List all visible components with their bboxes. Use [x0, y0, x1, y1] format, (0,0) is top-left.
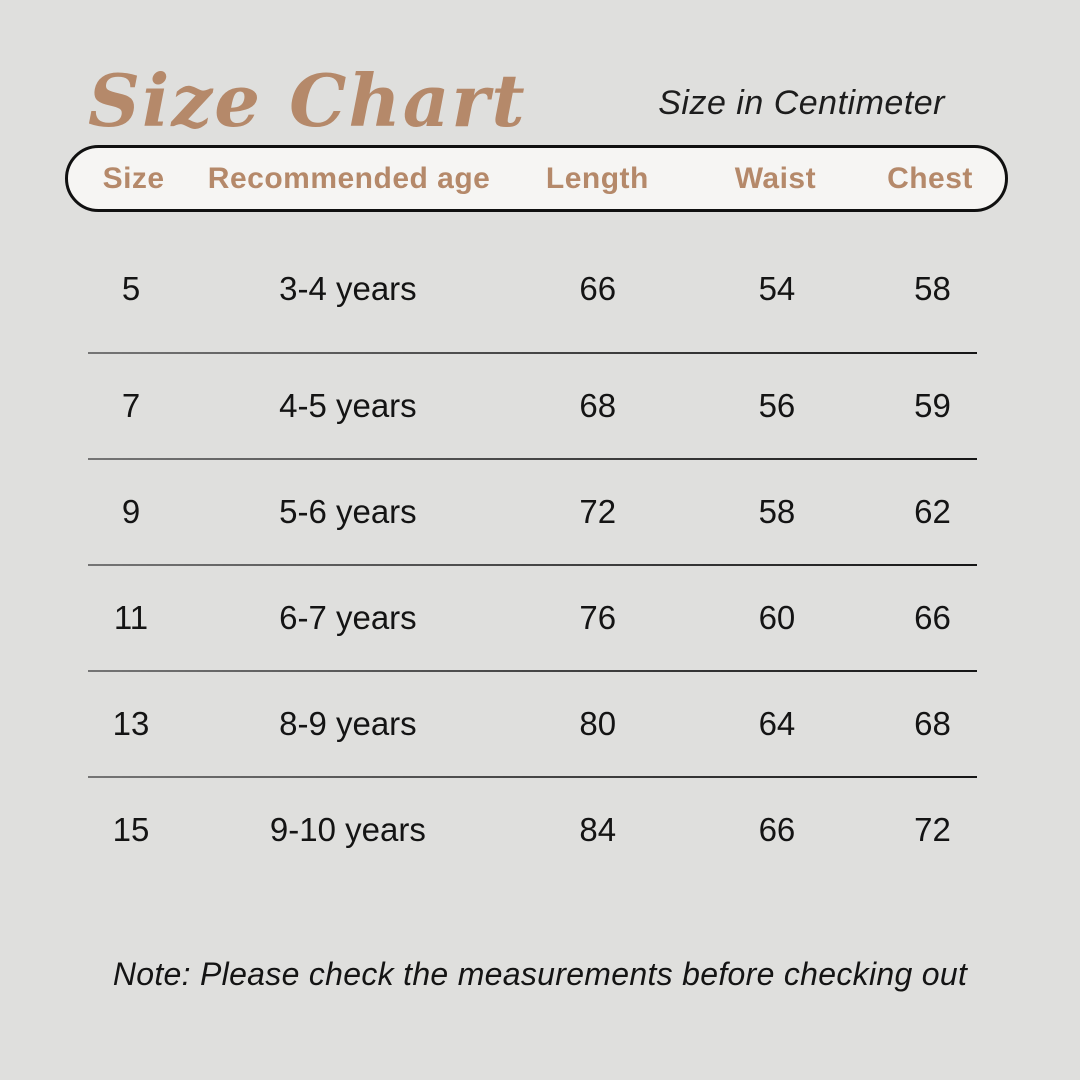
table-row: 15 9-10 years 84 66 72: [65, 778, 1008, 882]
row-divider: [88, 458, 977, 460]
cell-waist: 54: [758, 270, 796, 307]
cell-size: 13: [112, 705, 150, 742]
cell-age: 6-7 years: [279, 599, 417, 636]
cell-length: 68: [579, 387, 617, 424]
table-row: 11 6-7 years 76 60 66: [65, 566, 1008, 670]
column-header-age: Recommended age: [207, 161, 491, 195]
cell-waist: 56: [758, 387, 796, 424]
units-label: Size in Centimeter: [658, 84, 945, 122]
table-header-pill: Size Recommended age Length Waist Chest: [65, 145, 1008, 212]
cell-age: 3-4 years: [279, 270, 417, 307]
cell-waist: 66: [758, 811, 796, 848]
row-divider: [88, 564, 977, 566]
column-header-waist: Waist: [734, 161, 817, 195]
cell-length: 76: [579, 599, 617, 636]
cell-chest: 66: [914, 599, 951, 636]
size-chart-canvas: Size Chart Size in Centimeter Size Recom…: [0, 0, 1080, 992]
cell-size: 9: [121, 493, 141, 530]
cell-chest: 72: [914, 811, 951, 848]
table-body: 5 3-4 years 66 54 58 7 4-5 years 68 56 5…: [65, 212, 1008, 882]
column-header-size: Size: [102, 161, 165, 195]
cell-length: 84: [579, 811, 617, 848]
table-row: 5 3-4 years 66 54 58: [65, 212, 1008, 352]
cell-size: 7: [121, 387, 141, 424]
column-header-chest: Chest: [887, 161, 973, 195]
note-text: Note: Please check the measurements befo…: [112, 956, 968, 992]
cell-waist: 60: [758, 599, 796, 636]
page-title: Size Chart: [88, 58, 527, 144]
cell-size: 11: [113, 599, 149, 636]
table-row: 9 5-6 years 72 58 62: [65, 460, 1008, 564]
cell-age: 4-5 years: [279, 387, 417, 424]
cell-age: 5-6 years: [279, 493, 417, 530]
table-row: 7 4-5 years 68 56 59: [65, 354, 1008, 458]
cell-length: 72: [579, 493, 617, 530]
cell-length: 66: [579, 270, 617, 307]
cell-waist: 58: [758, 493, 796, 530]
cell-chest: 68: [914, 705, 951, 742]
cell-length: 80: [579, 705, 617, 742]
row-divider: [88, 670, 977, 672]
cell-age: 9-10 years: [269, 811, 426, 848]
table-row: 13 8-9 years 80 64 68: [65, 672, 1008, 776]
cell-chest: 58: [914, 270, 951, 307]
cell-waist: 64: [758, 705, 796, 742]
cell-chest: 62: [914, 493, 951, 530]
column-header-length: Length: [545, 161, 649, 195]
cell-size: 5: [121, 270, 141, 307]
header-section: Size Chart Size in Centimeter: [0, 0, 1080, 145]
cell-age: 8-9 years: [279, 705, 417, 742]
row-divider: [88, 776, 977, 778]
row-divider: [88, 352, 977, 354]
cell-chest: 59: [914, 387, 951, 424]
cell-size: 15: [112, 811, 150, 848]
